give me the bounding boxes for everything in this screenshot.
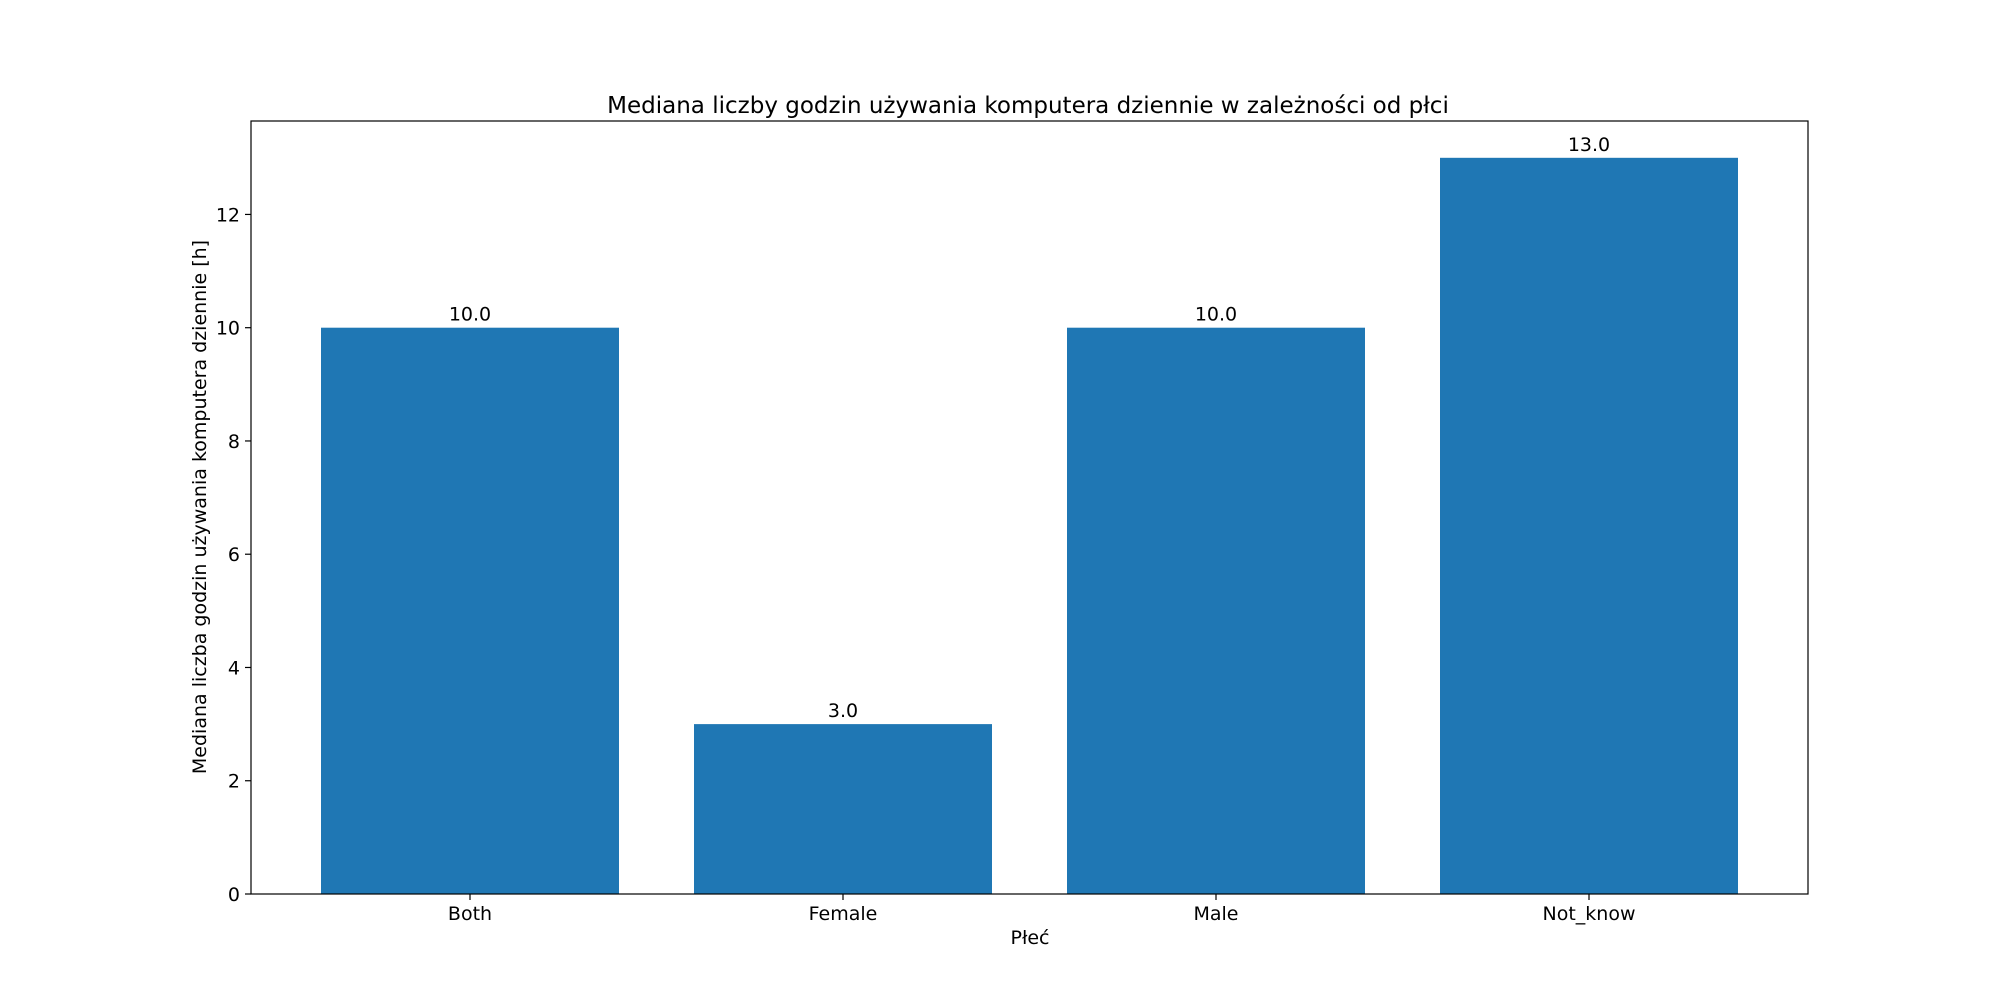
x-tick-label: Not_know <box>1543 903 1636 925</box>
y-tick-label: 8 <box>228 431 240 453</box>
bars-layer <box>321 157 1738 895</box>
bar-both <box>321 327 619 894</box>
x-tick-label: Female <box>809 903 878 925</box>
x-tick-label: Male <box>1193 903 1238 925</box>
bar-female <box>694 724 992 894</box>
y-tick-label: 2 <box>228 771 240 793</box>
x-axis-label: Płeć <box>1011 927 1050 949</box>
y-tick-label: 4 <box>228 657 240 679</box>
y-tick-label: 6 <box>228 544 240 566</box>
y-tick-label: 12 <box>216 204 240 226</box>
x-tick-label: Both <box>448 903 492 925</box>
data-label: 3.0 <box>828 700 858 722</box>
bar-not-know <box>1440 157 1738 895</box>
plot-frame <box>250 120 1809 895</box>
chart-title: Mediana liczby godzin używania komputera… <box>607 93 1449 119</box>
data-label: 10.0 <box>1195 304 1237 326</box>
data-labels-layer: 10.0 3.0 10.0 13.0 <box>449 134 1610 722</box>
y-tick-label: 0 <box>228 884 240 906</box>
bar-male <box>1067 327 1365 894</box>
y-axis-label: Mediana liczba godzin używania komputera… <box>189 240 211 774</box>
y-tick-label: 10 <box>216 318 240 340</box>
data-label: 13.0 <box>1568 134 1610 156</box>
data-label: 10.0 <box>449 304 491 326</box>
y-axis: 0 2 4 6 8 10 12 <box>216 204 251 906</box>
x-axis: Both Female Male Not_know <box>448 894 1636 925</box>
